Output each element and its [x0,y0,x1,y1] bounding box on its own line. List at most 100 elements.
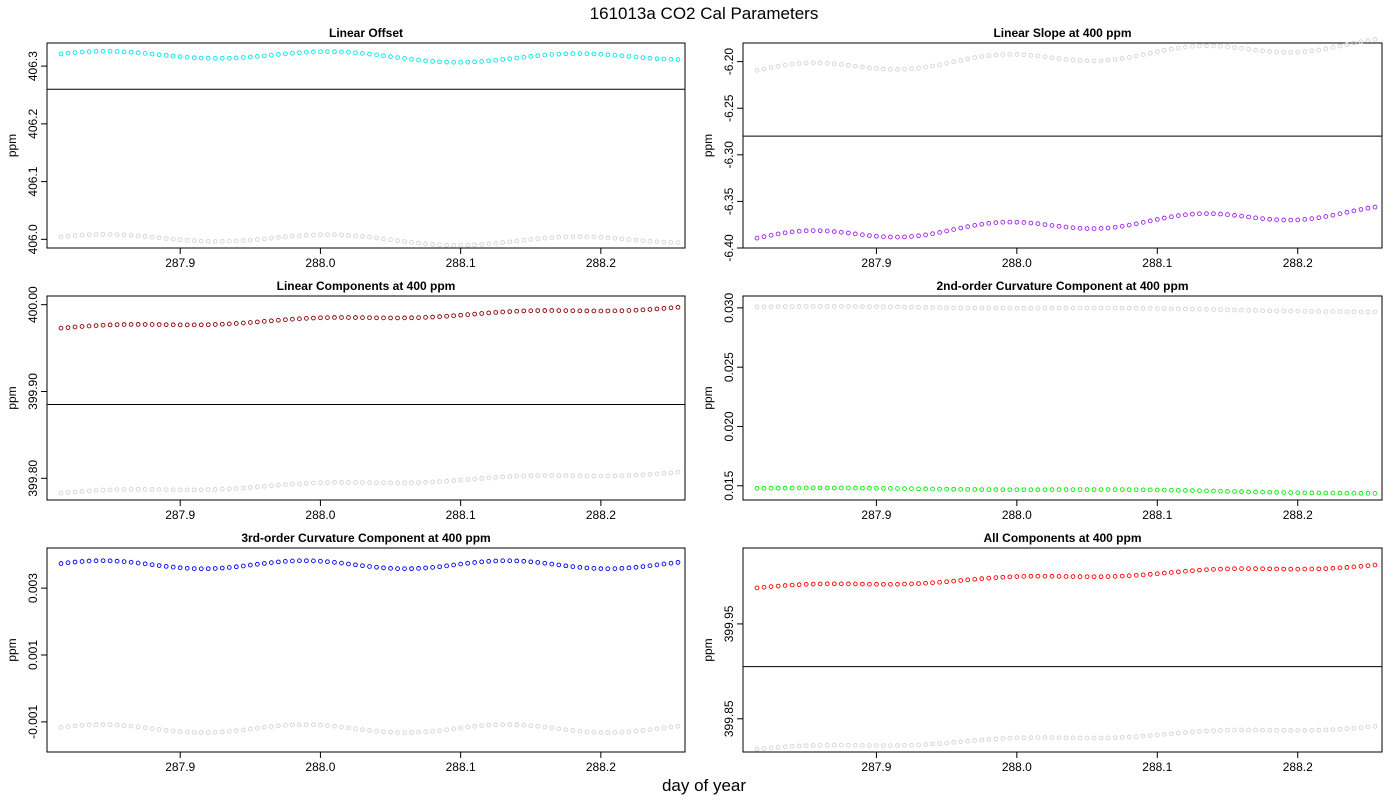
data-point [521,54,527,60]
data-point [986,575,992,581]
data-point [1154,49,1160,55]
data-point [297,233,302,239]
data-point [402,239,407,244]
data-point [640,307,646,313]
data-point [507,56,513,62]
data-point [1253,215,1258,221]
data-point [860,304,865,309]
data-point [1161,570,1167,576]
data-point [402,566,407,572]
data-point [640,55,646,60]
data-point [853,63,858,69]
data-point [542,724,548,730]
panel-title: All Components at 400 ppm [983,531,1141,545]
data-point [937,486,942,492]
data-point [817,485,823,491]
data-point [916,65,921,71]
data-point [367,564,372,569]
data-point [1218,43,1223,49]
data-point [430,242,435,247]
data-point [346,725,351,731]
data-point [416,240,421,246]
data-point [768,232,774,238]
data-point [444,59,449,65]
data-point [824,581,830,587]
data-point [528,723,534,729]
data-point [577,51,583,56]
data-point [444,727,449,733]
data-point [219,321,225,327]
data-point [1168,46,1174,52]
data-point [1183,730,1188,735]
data-point [388,54,393,59]
data-point [923,580,928,586]
data-point [458,242,463,248]
x-tick-label: 288.1 [446,508,476,522]
data-point [360,563,365,569]
data-point [1330,727,1336,732]
data-point [339,49,344,55]
data-point [177,54,183,60]
data-point [768,304,774,310]
data-point [1112,305,1118,311]
panel-4: 2nd-order Curvature Component at 400 ppm… [701,279,1383,522]
data-point [874,485,879,491]
data-point [1246,489,1251,495]
data-point [325,723,330,728]
data-point [675,469,681,475]
data-point [986,220,992,226]
data-point [521,237,527,243]
data-point [668,57,674,62]
data-point [290,50,295,56]
data-point [198,322,204,328]
series-1 [58,558,681,572]
data-point [1267,308,1272,314]
data-point [824,485,830,491]
data-point [605,730,611,735]
data-point [79,49,85,55]
data-point [647,471,653,477]
data-point [142,51,148,56]
data-point [353,233,358,239]
data-point [768,485,774,491]
data-point [177,487,183,493]
data-point [570,234,576,240]
data-point [803,228,809,234]
data-point [1365,724,1371,730]
x-tick-label: 287.9 [165,508,195,522]
data-point [810,743,816,748]
data-point [867,743,872,748]
data-point [1330,212,1336,218]
data-point [184,729,190,735]
data-point [986,305,992,311]
data-point [902,581,907,587]
data-point [163,487,169,492]
data-point [472,560,478,565]
data-point [1211,211,1216,217]
data-point [1119,487,1125,492]
data-point [472,311,478,317]
data-point [1140,305,1146,311]
data-point [79,489,85,494]
data-point [993,220,999,225]
data-point [86,558,92,564]
data-point [1021,305,1027,311]
data-point [79,722,85,728]
data-point [874,581,879,587]
data-point [472,242,478,248]
data-point [916,742,921,748]
figure-xlabel: day of year [662,776,746,795]
data-point [570,473,576,479]
data-point [965,487,971,492]
data-point [1126,55,1132,60]
data-point [269,483,274,489]
data-point [1147,733,1153,738]
data-point [325,232,330,238]
data-point [1239,727,1244,733]
data-point [353,315,358,320]
data-point [170,564,176,570]
data-point [374,564,379,570]
data-point [668,240,674,245]
data-point [486,558,492,564]
data-point [619,308,625,314]
